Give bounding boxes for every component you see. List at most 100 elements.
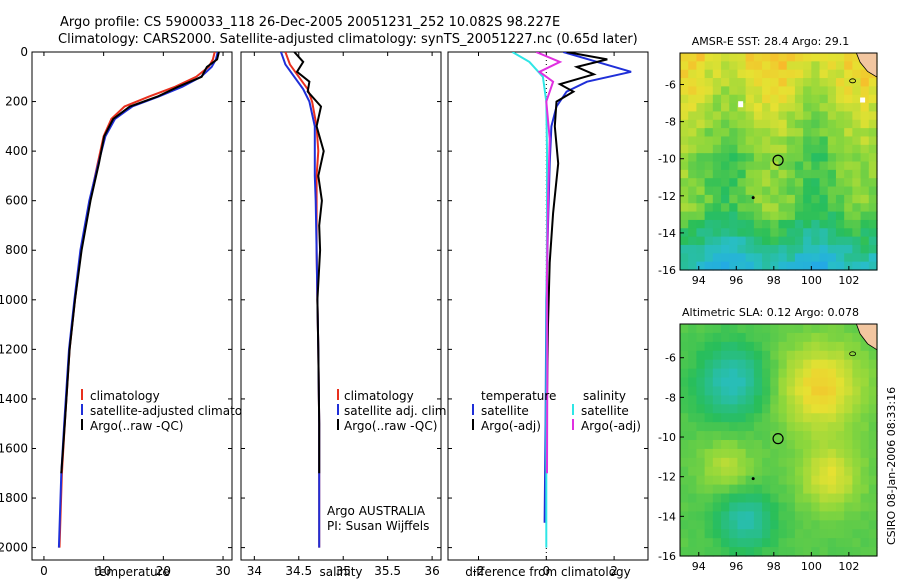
- map-cell: [786, 111, 796, 121]
- map-cell: [696, 538, 706, 548]
- map-cell: [680, 368, 689, 379]
- map-cell: [762, 350, 771, 361]
- map-cell: [680, 350, 689, 361]
- map-cell: [762, 119, 771, 129]
- credit-label: CSIRO 08-Jan-2006 08:33:16: [885, 387, 898, 545]
- y-tick-label: -10: [658, 153, 676, 166]
- map-cell: [680, 466, 689, 477]
- map-cell: [712, 103, 722, 113]
- map-cell: [811, 484, 821, 495]
- map-cell: [762, 395, 771, 405]
- map-cell: [844, 493, 853, 504]
- map-cell: [680, 395, 689, 405]
- map-cell: [745, 493, 755, 504]
- map-cell: [696, 194, 706, 204]
- map-cell: [835, 53, 845, 62]
- map-cell: [868, 511, 878, 521]
- map-cell: [811, 502, 821, 512]
- map-cell: [688, 368, 698, 379]
- map-cell: [680, 236, 689, 246]
- map-cell: [729, 136, 739, 146]
- map-cell: [811, 413, 821, 423]
- map-cell: [860, 194, 870, 204]
- map-title: AMSR-E SST: 28.4 Argo: 29.1: [692, 35, 850, 48]
- map-cell: [786, 529, 796, 539]
- map-cell: [721, 413, 730, 423]
- map-cell: [704, 253, 714, 263]
- legend-heading: salinity: [583, 389, 626, 403]
- map-cell: [688, 119, 698, 129]
- map-cell: [794, 219, 804, 229]
- map-cell: [712, 119, 722, 129]
- map-cell: [712, 359, 722, 370]
- map-cell: [704, 53, 714, 62]
- island-dot: [751, 477, 755, 481]
- map-cell: [721, 211, 730, 221]
- map-cell: [712, 511, 722, 521]
- map-cell: [696, 53, 706, 62]
- map-cell: [721, 448, 730, 459]
- map-cell: [860, 203, 870, 213]
- x-tick-label: 96: [729, 274, 743, 287]
- map-cell: [794, 475, 804, 486]
- map-cell: [704, 493, 714, 504]
- map-cell: [844, 395, 853, 405]
- map-cell: [852, 466, 862, 477]
- map-cell: [844, 359, 853, 370]
- map-cell: [753, 466, 763, 477]
- map-cell: [835, 440, 845, 450]
- map-cell: [762, 466, 771, 477]
- map-cell: [868, 253, 878, 263]
- map-cell: [721, 511, 730, 521]
- map-cell: [712, 457, 722, 468]
- map-cell: [712, 136, 722, 146]
- map-cell: [844, 219, 853, 229]
- map-cell: [680, 69, 689, 79]
- map-cell: [762, 136, 771, 146]
- map-cell: [770, 244, 780, 254]
- map-cell: [827, 341, 837, 352]
- map-cell: [721, 61, 730, 71]
- map-cell: [794, 341, 804, 352]
- map-cell: [762, 111, 771, 121]
- map-cell: [712, 53, 722, 62]
- map-cell: [786, 457, 796, 468]
- map-cell: [688, 431, 698, 441]
- map-cell: [704, 169, 714, 179]
- map-cell: [721, 529, 730, 539]
- map-cell: [811, 211, 821, 221]
- map-cell: [827, 194, 837, 204]
- map-cell: [737, 395, 747, 405]
- map-cell: [819, 228, 829, 238]
- map-cell: [803, 520, 812, 530]
- map-cell: [852, 448, 862, 459]
- map-cell: [860, 493, 870, 504]
- map-cell: [819, 493, 829, 504]
- map-cell: [704, 484, 714, 495]
- map-cell: [819, 153, 829, 163]
- map-cell: [712, 144, 722, 154]
- map-cell: [852, 493, 862, 504]
- map-cell: [819, 404, 829, 414]
- map-cell: [786, 211, 796, 221]
- map-cell: [852, 211, 862, 221]
- map-cell: [696, 395, 706, 405]
- map-cell: [729, 422, 739, 432]
- map-cell: [729, 324, 739, 334]
- map-cell: [745, 111, 755, 121]
- map-cell: [753, 219, 763, 229]
- map-cell: [704, 153, 714, 163]
- map-cell: [794, 153, 804, 163]
- map-cell: [762, 244, 771, 254]
- map-cell: [860, 153, 870, 163]
- map-cell: [762, 186, 771, 196]
- y-tick-label: -14: [658, 227, 676, 240]
- map-cell: [704, 78, 714, 87]
- map-cell: [819, 211, 829, 221]
- map-cell: [712, 350, 722, 361]
- map-cell: [868, 377, 878, 388]
- map-cell: [811, 466, 821, 477]
- map-cell: [770, 219, 780, 229]
- legend-label: satellite adj. clim.: [344, 404, 450, 418]
- map-cell: [860, 511, 870, 521]
